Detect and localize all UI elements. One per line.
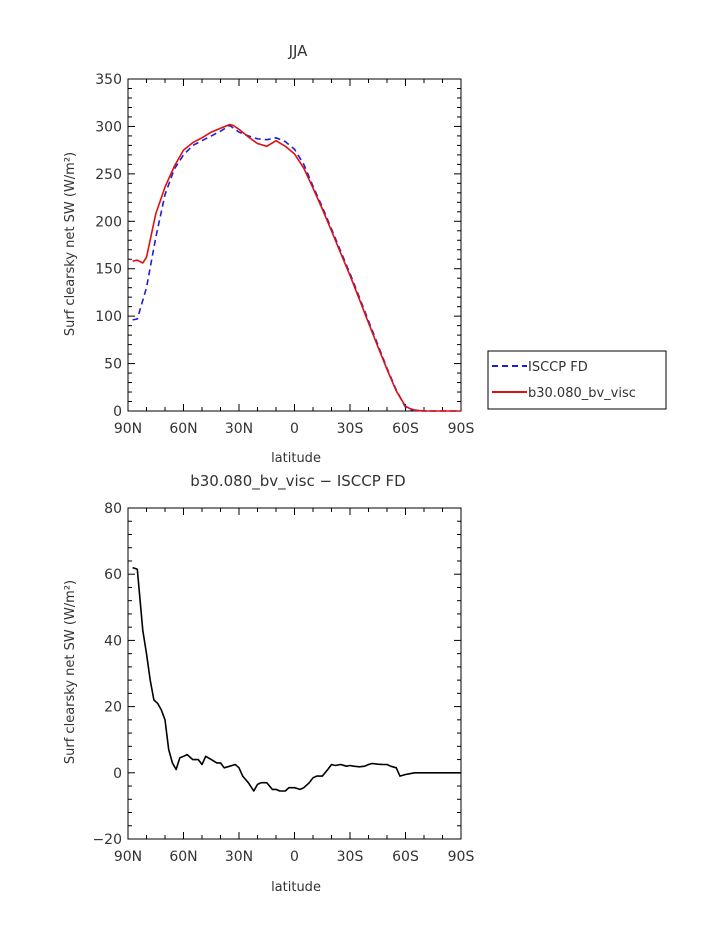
bottom-x-tick-label: 30S: [337, 849, 364, 865]
top-x-tick-label: 60S: [392, 421, 419, 437]
bottom-x-tick-label: 0: [290, 849, 299, 865]
bottom-x-axis-label: latitude: [271, 880, 321, 895]
top-x-tick-label: 0: [290, 421, 299, 437]
legend-box: [487, 350, 667, 410]
bottom-series-line-difference: [132, 566, 461, 792]
top-y-tick-label: 50: [104, 357, 122, 373]
bottom-chart-title: b30.080_bv_visc − ISCCP FD: [190, 472, 406, 491]
top-x-tick-label: 30S: [337, 421, 364, 437]
bottom-plot-frame: [127, 507, 462, 840]
bottom-y-tick-label: 20: [104, 700, 122, 716]
top-y-tick-label: 250: [95, 167, 122, 183]
top-x-axis-label: latitude: [271, 451, 321, 466]
bottom-x-tick-label: 90N: [114, 849, 142, 865]
bottom-y-tick-label: 40: [104, 633, 122, 649]
top-plot-frame: [127, 78, 462, 412]
top-y-axis-label: Surf clearsky net SW (W/m²): [63, 152, 78, 336]
bottom-y-tick-label: −20: [92, 832, 122, 848]
top-y-tick-label: 100: [95, 309, 122, 325]
bottom-x-tick-label: 90S: [448, 849, 475, 865]
bottom-x-tick-label: 60N: [169, 849, 197, 865]
top-x-tick-label: 90N: [114, 421, 142, 437]
bottom-y-tick-label: 60: [104, 567, 122, 583]
top-y-tick-label: 200: [95, 214, 122, 230]
top-series-line-b30-080-bv-visc: [132, 123, 461, 412]
top-x-tick-label: 60N: [169, 421, 197, 437]
legend: ISCCP FD b30.080_bv_visc: [487, 350, 667, 410]
top-series-line-isccp-fd: [132, 124, 461, 412]
bottom-chart-panel: b30.080_bv_visc − ISCCP FD −20 0 20 40 60 80 9…: [63, 472, 474, 895]
bottom-y-axis-label: Surf clearsky net SW (W/m²): [63, 580, 78, 764]
bottom-y-tick-label: 80: [104, 501, 122, 517]
top-x-tick-label: 30N: [225, 421, 253, 437]
top-x-tick-label: 90S: [448, 421, 475, 437]
top-chart-panel: JJA 0 50 100 150 200 250 300 350 90N 60N 30N 0 30S 60…: [63, 42, 474, 466]
bottom-x-tick-label: 30N: [225, 849, 253, 865]
legend-label-isccp: ISCCP FD: [528, 360, 588, 375]
bottom-y-tick-label: 0: [113, 766, 122, 782]
top-y-tick-label: 0: [113, 404, 122, 420]
top-y-tick-label: 300: [95, 119, 122, 135]
top-chart-title: JJA: [288, 42, 309, 60]
legend-label-model: b30.080_bv_visc: [528, 386, 636, 401]
bottom-x-tick-label: 60S: [392, 849, 419, 865]
top-y-tick-label: 150: [95, 262, 122, 278]
top-y-tick-label: 350: [95, 72, 122, 88]
